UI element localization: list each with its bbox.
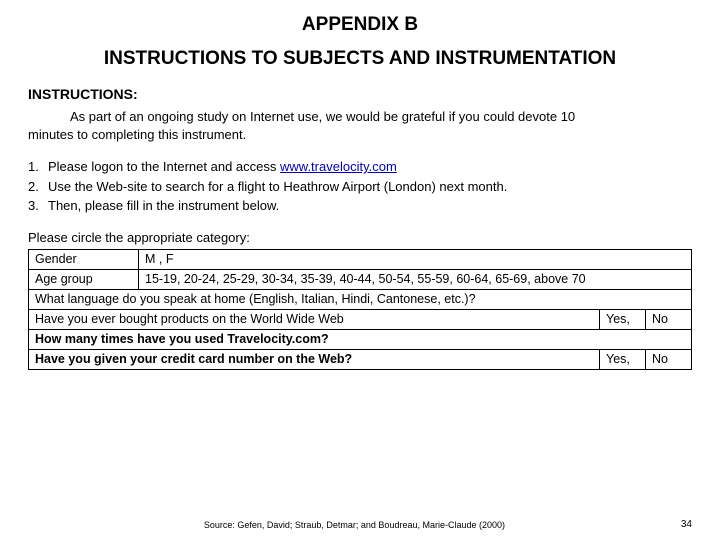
appendix-title: APPENDIX B xyxy=(28,14,692,36)
age-options: 15-19, 20-24, 25-29, 30-34, 35-39, 40-44… xyxy=(139,269,692,289)
gender-options: M , F xyxy=(139,249,692,269)
table-row: Have you ever bought products on the Wor… xyxy=(29,309,692,329)
age-label: Age group xyxy=(29,269,139,289)
page-heading: INSTRUCTIONS TO SUBJECTS AND INSTRUMENTA… xyxy=(28,48,692,70)
step-3-text: Then, please fill in the instrument belo… xyxy=(48,198,279,213)
step-1: 1.Please logon to the Internet and acces… xyxy=(28,157,692,177)
demographic-table: Gender M , F Age group 15-19, 20-24, 25-… xyxy=(28,249,692,370)
table-row: What language do you speak at home (Engl… xyxy=(29,289,692,309)
instructions-label: INSTRUCTIONS: xyxy=(28,86,692,102)
intro-paragraph: As part of an ongoing study on Internet … xyxy=(28,108,692,143)
step-2: 2.Use the Web-site to search for a fligh… xyxy=(28,177,692,197)
table-row: Gender M , F xyxy=(29,249,692,269)
cc-no: No xyxy=(646,349,692,369)
table-row: Age group 15-19, 20-24, 25-29, 30-34, 35… xyxy=(29,269,692,289)
step-2-text: Use the Web-site to search for a flight … xyxy=(48,179,507,194)
gender-label: Gender xyxy=(29,249,139,269)
times-question: How many times have you used Travelocity… xyxy=(29,329,692,349)
page-number: 34 xyxy=(681,519,692,530)
cc-question: Have you given your credit card number o… xyxy=(29,349,600,369)
cc-yes: Yes, xyxy=(600,349,646,369)
intro-line-1: As part of an ongoing study on Internet … xyxy=(70,109,575,124)
bought-no: No xyxy=(646,309,692,329)
intro-line-2: minutes to completing this instrument. xyxy=(28,127,246,142)
bought-question: Have you ever bought products on the Wor… xyxy=(29,309,600,329)
language-question: What language do you speak at home (Engl… xyxy=(29,289,692,309)
bought-yes: Yes, xyxy=(600,309,646,329)
step-3: 3.Then, please fill in the instrument be… xyxy=(28,196,692,216)
table-row: How many times have you used Travelocity… xyxy=(29,329,692,349)
footer: Source: Gefen, David; Straub, Detmar; an… xyxy=(28,519,692,530)
instruction-steps: 1.Please logon to the Internet and acces… xyxy=(28,157,692,216)
source-citation: Source: Gefen, David; Straub, Detmar; an… xyxy=(28,520,681,530)
travelocity-link[interactable]: www.travelocity.com xyxy=(280,159,397,174)
table-row: Have you given your credit card number o… xyxy=(29,349,692,369)
step-1-text: Please logon to the Internet and access xyxy=(48,159,280,174)
circle-instruction: Please circle the appropriate category: xyxy=(28,230,692,245)
